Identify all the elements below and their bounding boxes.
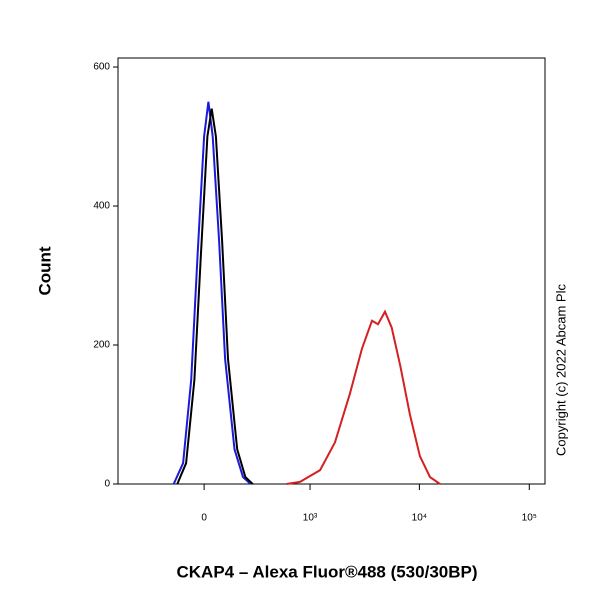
x-tick-label: 10⁴ bbox=[412, 513, 427, 524]
x-axis-label: CKAP4 – Alexa Fluor®488 (530/30BP) bbox=[176, 562, 477, 581]
x-tick-label: 10³ bbox=[303, 513, 318, 524]
y-tick-label: 400 bbox=[93, 201, 110, 212]
y-axis-label: Count bbox=[35, 246, 54, 295]
histogram-line bbox=[172, 101, 252, 485]
y-tick-label: 600 bbox=[93, 62, 110, 73]
plot-frame bbox=[117, 57, 546, 485]
histogram-line bbox=[286, 309, 441, 485]
y-tick-label: 200 bbox=[93, 340, 110, 351]
copyright: Copyright (c) 2022 Abcam Plc bbox=[553, 284, 568, 456]
histogram-line bbox=[176, 108, 254, 485]
x-tick-label: 0 bbox=[201, 513, 207, 524]
x-tick-label: 10⁵ bbox=[522, 513, 537, 524]
y-tick-label: 0 bbox=[104, 479, 110, 490]
